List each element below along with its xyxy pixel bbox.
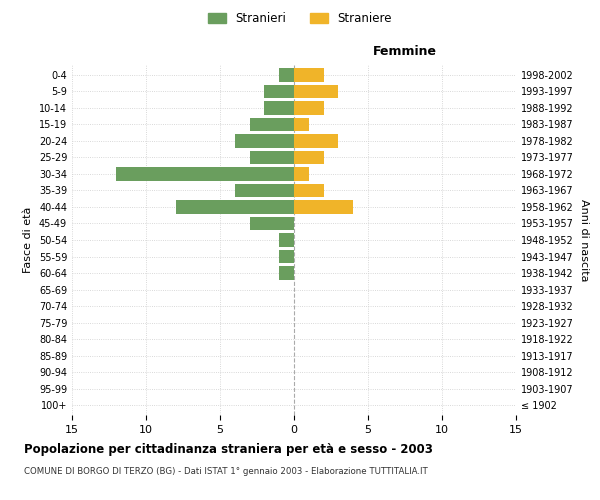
Y-axis label: Anni di nascita: Anni di nascita: [579, 198, 589, 281]
Bar: [294, 200, 353, 213]
Bar: [294, 134, 338, 147]
Bar: [294, 168, 309, 180]
Bar: [235, 134, 294, 147]
Bar: [294, 184, 323, 197]
Bar: [250, 118, 294, 131]
Bar: [294, 118, 309, 131]
Text: Femmine: Femmine: [373, 45, 437, 58]
Text: Popolazione per cittadinanza straniera per età e sesso - 2003: Popolazione per cittadinanza straniera p…: [24, 442, 433, 456]
Legend: Stranieri, Straniere: Stranieri, Straniere: [205, 8, 395, 28]
Bar: [279, 250, 294, 263]
Bar: [294, 68, 323, 82]
Bar: [250, 217, 294, 230]
Bar: [265, 85, 294, 98]
Bar: [176, 200, 294, 213]
Bar: [116, 168, 294, 180]
Bar: [250, 151, 294, 164]
Bar: [294, 85, 338, 98]
Text: COMUNE DI BORGO DI TERZO (BG) - Dati ISTAT 1° gennaio 2003 - Elaborazione TUTTIT: COMUNE DI BORGO DI TERZO (BG) - Dati IST…: [24, 468, 428, 476]
Bar: [235, 184, 294, 197]
Bar: [279, 266, 294, 280]
Bar: [279, 234, 294, 246]
Bar: [294, 102, 323, 114]
Bar: [265, 102, 294, 114]
Bar: [294, 151, 323, 164]
Bar: [279, 68, 294, 82]
Y-axis label: Fasce di età: Fasce di età: [23, 207, 33, 273]
